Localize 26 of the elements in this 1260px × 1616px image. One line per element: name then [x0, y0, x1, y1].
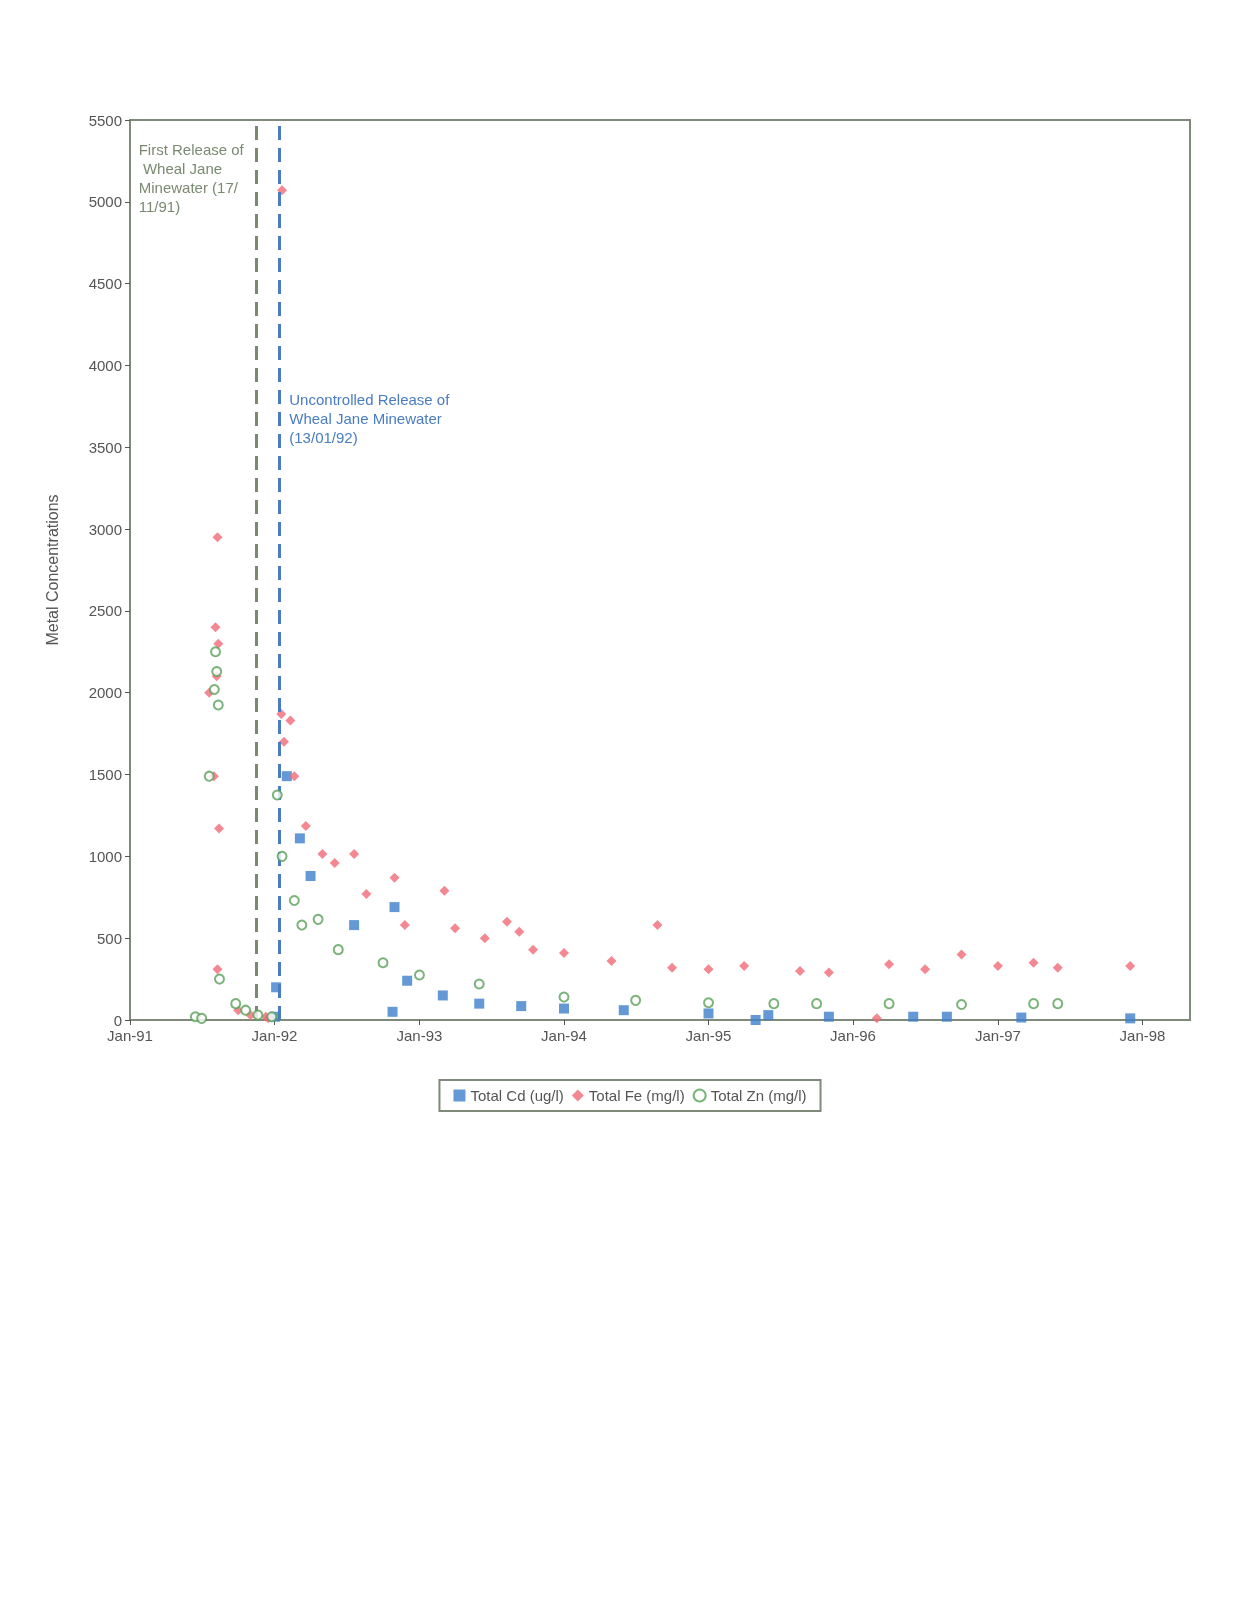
ref-line-label: First Release of Wheal Jane Minewater (17/11/91) [138, 141, 245, 215]
y-tick-label: 500 [96, 929, 122, 947]
ref-line-label: Uncontrolled Release of Wheal Jane Minewater (13/01/92) [289, 391, 454, 446]
x-tick-label: Jan-98 [1119, 1027, 1166, 1044]
y-tick-label: 2500 [88, 602, 122, 620]
y-tick-label: 4500 [88, 275, 122, 293]
x-tick-label: Jan-94 [541, 1027, 587, 1044]
legend-label: Total Zn (mg/l) [710, 1087, 807, 1104]
x-tick-label: Jan-92 [251, 1027, 298, 1044]
x-tick-label: Jan-96 [830, 1027, 876, 1044]
y-tick-label: 4000 [88, 356, 122, 374]
x-tick-label: Jan-95 [685, 1027, 732, 1044]
x-tick-label: Jan-93 [396, 1027, 443, 1044]
y-tick-label: 3500 [88, 438, 122, 456]
x-tick-label: Jan-97 [975, 1027, 1021, 1044]
y-tick-label: 1000 [88, 847, 122, 865]
y-tick-label: 0 [113, 1011, 122, 1029]
y-tick-label: 1500 [88, 766, 122, 784]
x-tick-label: Jan-91 [107, 1027, 153, 1044]
legend-label: Total Cd (ug/l) [470, 1087, 564, 1104]
y-tick-label: 5000 [88, 193, 122, 211]
y-tick-label: 2000 [88, 684, 122, 702]
legend-label: Total Fe (mg/l) [588, 1087, 685, 1104]
y-axis-title: Metal Concentrations [43, 494, 61, 646]
y-tick-label: 5500 [88, 111, 122, 129]
y-tick-label: 3000 [88, 520, 122, 538]
